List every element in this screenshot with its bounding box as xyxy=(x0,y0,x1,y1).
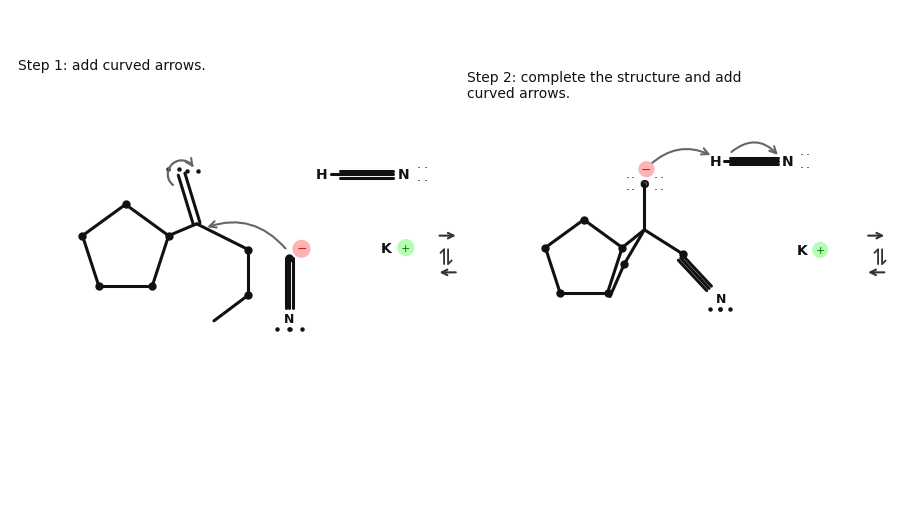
Circle shape xyxy=(638,162,655,178)
Text: ·: · xyxy=(659,172,664,184)
Text: N: N xyxy=(716,292,726,305)
Text: ·: · xyxy=(806,161,810,174)
Text: K: K xyxy=(796,243,807,258)
Text: Step 1: add curved arrows.: Step 1: add curved arrows. xyxy=(18,59,205,73)
Text: ·: · xyxy=(417,162,420,175)
Text: ⇌: ⇌ xyxy=(871,245,891,264)
Text: ·: · xyxy=(626,183,629,196)
Text: N: N xyxy=(284,313,294,326)
Text: ·: · xyxy=(659,183,664,196)
Text: ·: · xyxy=(417,175,420,188)
Text: N: N xyxy=(782,155,794,169)
Text: +: + xyxy=(401,243,410,253)
Text: K: K xyxy=(381,241,392,255)
Text: H: H xyxy=(316,168,328,182)
Text: Step 2: complete the structure and add
curved arrows.: Step 2: complete the structure and add c… xyxy=(467,71,741,101)
Text: ·: · xyxy=(654,172,657,184)
Text: o: o xyxy=(639,177,649,191)
Circle shape xyxy=(398,239,414,257)
Text: −: − xyxy=(641,163,652,176)
Text: ·: · xyxy=(806,149,810,162)
Text: −: − xyxy=(296,243,307,256)
Text: ·: · xyxy=(631,172,635,184)
Text: N: N xyxy=(398,168,410,182)
Text: +: + xyxy=(815,245,824,256)
Text: ·: · xyxy=(626,172,629,184)
Text: ·: · xyxy=(800,149,804,162)
Text: ·: · xyxy=(423,175,428,188)
Text: H: H xyxy=(709,155,721,169)
Text: ·: · xyxy=(423,162,428,175)
Circle shape xyxy=(292,240,311,259)
Text: ·: · xyxy=(800,161,804,174)
Circle shape xyxy=(812,242,828,259)
Text: ⇌: ⇌ xyxy=(437,245,457,264)
Text: ·: · xyxy=(631,183,635,196)
Text: ·: · xyxy=(654,183,657,196)
